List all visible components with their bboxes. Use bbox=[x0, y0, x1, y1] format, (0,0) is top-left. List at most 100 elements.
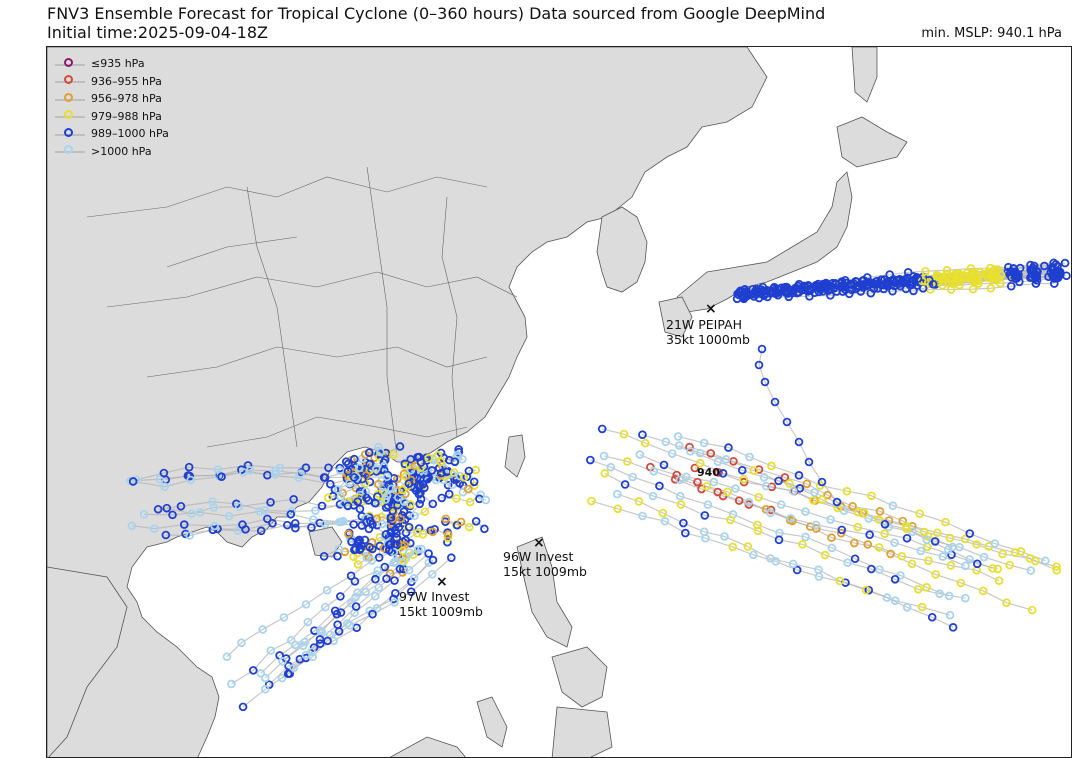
track-point bbox=[660, 516, 670, 526]
track-point bbox=[390, 576, 399, 585]
track-point bbox=[185, 471, 194, 481]
track-point bbox=[720, 532, 729, 541]
track-point bbox=[890, 538, 899, 547]
track-point bbox=[389, 558, 399, 568]
track-point bbox=[818, 287, 828, 296]
track-point bbox=[848, 502, 857, 511]
track-point bbox=[320, 473, 330, 482]
track-point bbox=[447, 553, 456, 563]
track-point bbox=[406, 471, 416, 481]
track-point bbox=[690, 463, 700, 473]
track-point bbox=[404, 565, 414, 575]
track-point bbox=[168, 510, 177, 520]
track-point bbox=[723, 487, 732, 497]
track-point bbox=[936, 272, 945, 282]
track-point bbox=[906, 280, 916, 290]
storm-info: 35kt 1000mb bbox=[666, 332, 750, 347]
land-kyushu bbox=[658, 296, 693, 338]
track-point bbox=[301, 600, 311, 609]
land-visayas bbox=[551, 646, 608, 708]
track-point bbox=[766, 554, 775, 563]
track-point bbox=[458, 454, 467, 464]
track-point bbox=[599, 451, 609, 461]
track-point bbox=[801, 532, 810, 542]
legend-item: >1000 hPa bbox=[55, 143, 169, 161]
track-point bbox=[998, 549, 1007, 559]
track-point bbox=[409, 573, 419, 583]
track-point bbox=[371, 498, 380, 508]
track-point bbox=[640, 438, 650, 448]
track-point bbox=[404, 548, 414, 557]
track-point bbox=[352, 623, 361, 633]
track-point bbox=[675, 491, 685, 501]
track-point bbox=[958, 273, 968, 283]
track-point bbox=[634, 497, 644, 506]
track-point bbox=[365, 459, 374, 469]
track-point bbox=[355, 504, 365, 514]
track-point bbox=[731, 484, 740, 493]
track-point bbox=[902, 533, 912, 543]
track-point bbox=[1026, 566, 1036, 575]
track-point bbox=[679, 518, 688, 528]
legend-marker-icon bbox=[55, 127, 85, 140]
track-point bbox=[155, 474, 165, 484]
legend-marker-icon bbox=[55, 110, 85, 122]
legend-item: 936–955 hPa bbox=[55, 73, 169, 91]
track-point bbox=[333, 551, 342, 561]
track-point bbox=[283, 669, 293, 679]
track-point bbox=[685, 442, 694, 452]
track-point bbox=[782, 417, 792, 427]
legend-item: ≤935 hPa bbox=[55, 55, 169, 73]
track-point bbox=[928, 279, 938, 289]
track-point bbox=[319, 552, 329, 561]
track-point bbox=[452, 494, 461, 503]
track-point bbox=[842, 486, 852, 496]
track-point bbox=[924, 556, 933, 565]
track-point bbox=[996, 270, 1006, 280]
track-line bbox=[144, 510, 371, 523]
track-point bbox=[974, 271, 984, 280]
track-point bbox=[349, 520, 359, 529]
track-point bbox=[427, 569, 437, 579]
track-point bbox=[864, 514, 873, 523]
track-point bbox=[433, 450, 443, 460]
track-point bbox=[638, 430, 647, 439]
track-point bbox=[186, 475, 196, 485]
track-point bbox=[258, 625, 267, 634]
storm-info: 15kt 1009mb bbox=[399, 604, 483, 619]
track-point bbox=[922, 535, 932, 544]
track-point bbox=[804, 457, 814, 467]
track-point bbox=[702, 481, 712, 491]
track-point bbox=[338, 516, 348, 526]
track-point bbox=[296, 469, 306, 478]
track-point bbox=[320, 519, 330, 529]
track-point bbox=[938, 552, 948, 561]
track-point bbox=[840, 275, 850, 285]
track-point bbox=[832, 497, 842, 507]
track-point bbox=[966, 264, 976, 273]
track-point bbox=[843, 558, 852, 568]
track-point bbox=[344, 529, 353, 539]
track-point bbox=[391, 588, 400, 598]
track-line bbox=[677, 435, 1046, 562]
track-point bbox=[724, 443, 733, 452]
track-point bbox=[245, 466, 255, 475]
track-point bbox=[360, 535, 370, 545]
track-point bbox=[266, 646, 276, 655]
track-point bbox=[927, 612, 937, 622]
track-line bbox=[133, 469, 349, 488]
track-point bbox=[612, 489, 622, 499]
track-point bbox=[875, 565, 884, 574]
track-point bbox=[886, 549, 895, 559]
track-point bbox=[817, 495, 827, 504]
track-line bbox=[231, 569, 378, 685]
track-point bbox=[336, 608, 346, 617]
track-point bbox=[343, 497, 353, 506]
track-point bbox=[381, 503, 391, 512]
track-point bbox=[835, 576, 845, 586]
track-point bbox=[837, 525, 847, 535]
track-point bbox=[389, 450, 398, 460]
track-point bbox=[606, 462, 616, 472]
track-line bbox=[131, 518, 354, 530]
track-point bbox=[301, 650, 311, 660]
